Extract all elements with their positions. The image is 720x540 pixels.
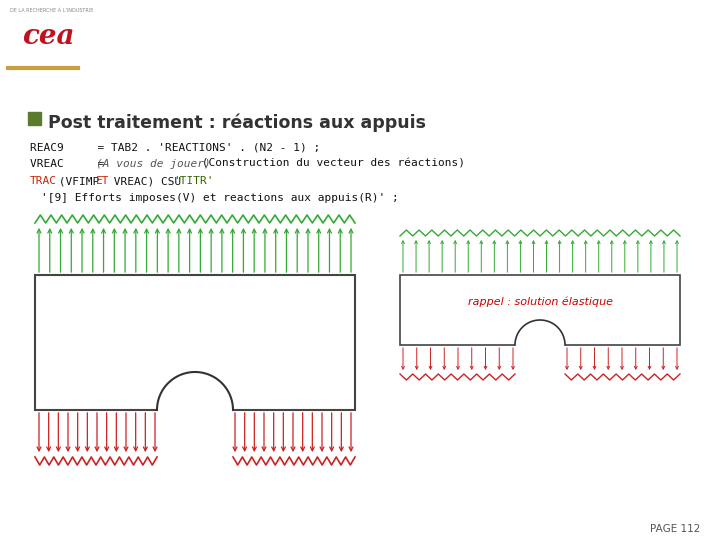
Text: '[9] Efforts imposes(V) et reactions aux appuis(R)' ;: '[9] Efforts imposes(V) et reactions aux… — [41, 193, 399, 203]
Text: 'TITR': 'TITR' — [173, 176, 214, 186]
Text: (Construction du vecteur des réactions): (Construction du vecteur des réactions) — [195, 159, 465, 169]
Bar — [515, 343, 565, 347]
Text: Post traitement : réactions aux appuis: Post traitement : réactions aux appuis — [48, 113, 426, 132]
Text: VREAC) CSU: VREAC) CSU — [107, 176, 188, 186]
Text: (A vous de jouer): (A vous de jouer) — [96, 159, 211, 169]
Bar — [35, 275, 355, 410]
Text: ET: ET — [96, 176, 109, 186]
Text: VREAC     =: VREAC = — [30, 159, 111, 169]
Text: CHAP. 9 : MÉCANIQUE ÉLASTO-PLASTIQUE: CHAP. 9 : MÉCANIQUE ÉLASTO-PLASTIQUE — [98, 18, 572, 38]
Text: CHARGEMENT THERMIQUE, MATÉRIAU VARIABLE (X, T), PASAPAS: CHARGEMENT THERMIQUE, MATÉRIAU VARIABLE … — [98, 44, 552, 57]
Text: (VFIMP: (VFIMP — [52, 176, 106, 186]
Text: cea: cea — [22, 23, 74, 50]
Bar — [400, 275, 680, 345]
Text: PAGE 112: PAGE 112 — [649, 524, 700, 534]
Text: TRAC: TRAC — [30, 176, 57, 186]
Bar — [28, 112, 41, 125]
Bar — [157, 408, 233, 412]
Text: rappel : solution élastique: rappel : solution élastique — [467, 297, 613, 307]
Text: DE LA RECHERCHE À L'INDUSTRIE: DE LA RECHERCHE À L'INDUSTRIE — [10, 8, 94, 13]
Text: REAC9     = TAB2 . 'REACTIONS' . (N2 - 1) ;: REAC9 = TAB2 . 'REACTIONS' . (N2 - 1) ; — [30, 142, 320, 152]
FancyBboxPatch shape — [6, 10, 80, 74]
